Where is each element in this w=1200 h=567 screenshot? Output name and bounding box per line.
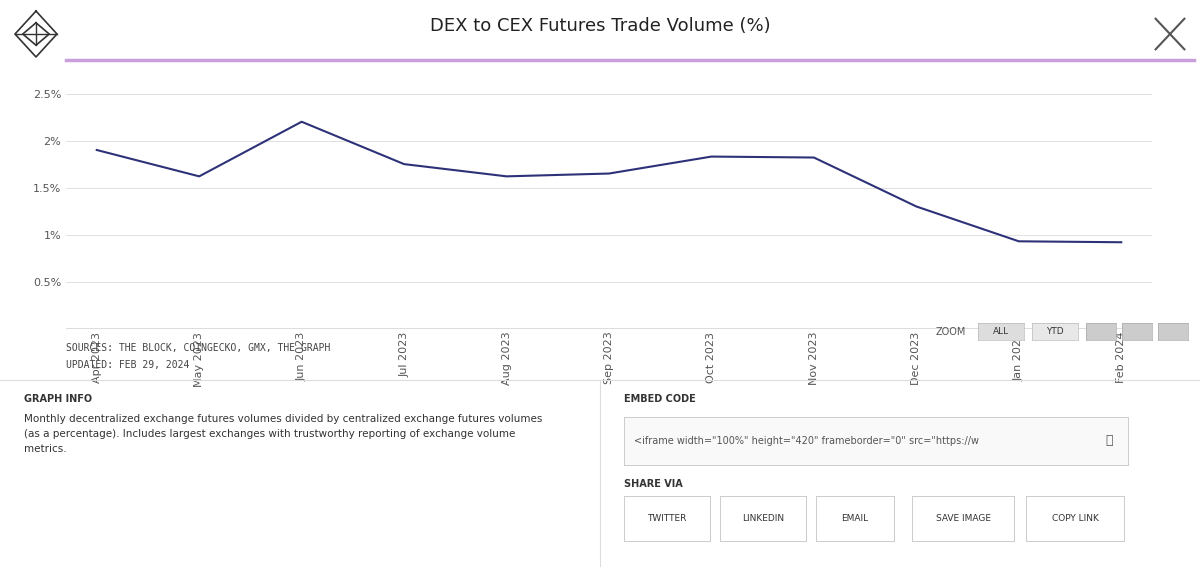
Text: Monthly decentralized exchange futures volumes divided by centralized exchange f: Monthly decentralized exchange futures v…	[24, 414, 542, 454]
Text: UPDATED: FEB 29, 2024: UPDATED: FEB 29, 2024	[66, 360, 190, 370]
Text: LINKEDIN: LINKEDIN	[742, 514, 785, 523]
Text: DEX to CEX Futures Trade Volume (%): DEX to CEX Futures Trade Volume (%)	[430, 16, 770, 35]
Text: TWITTER: TWITTER	[648, 514, 686, 523]
Text: SHARE VIA: SHARE VIA	[624, 479, 683, 489]
Text: ALL: ALL	[992, 327, 1009, 336]
Text: EMBED CODE: EMBED CODE	[624, 394, 696, 404]
Text: ZOOM: ZOOM	[936, 327, 966, 337]
Text: YTD: YTD	[1046, 327, 1063, 336]
Text: ⧉: ⧉	[1105, 434, 1112, 447]
Text: COPY LINK: COPY LINK	[1051, 514, 1099, 523]
Text: <iframe width="100%" height="420" frameborder="0" src="https://w: <iframe width="100%" height="420" frameb…	[634, 436, 979, 446]
Text: SOURCES: THE BLOCK, COINGECKO, GMX, THE GRAPH: SOURCES: THE BLOCK, COINGECKO, GMX, THE …	[66, 343, 330, 353]
Text: EMAIL: EMAIL	[841, 514, 869, 523]
Text: SAVE IMAGE: SAVE IMAGE	[936, 514, 990, 523]
Text: GRAPH INFO: GRAPH INFO	[24, 394, 92, 404]
